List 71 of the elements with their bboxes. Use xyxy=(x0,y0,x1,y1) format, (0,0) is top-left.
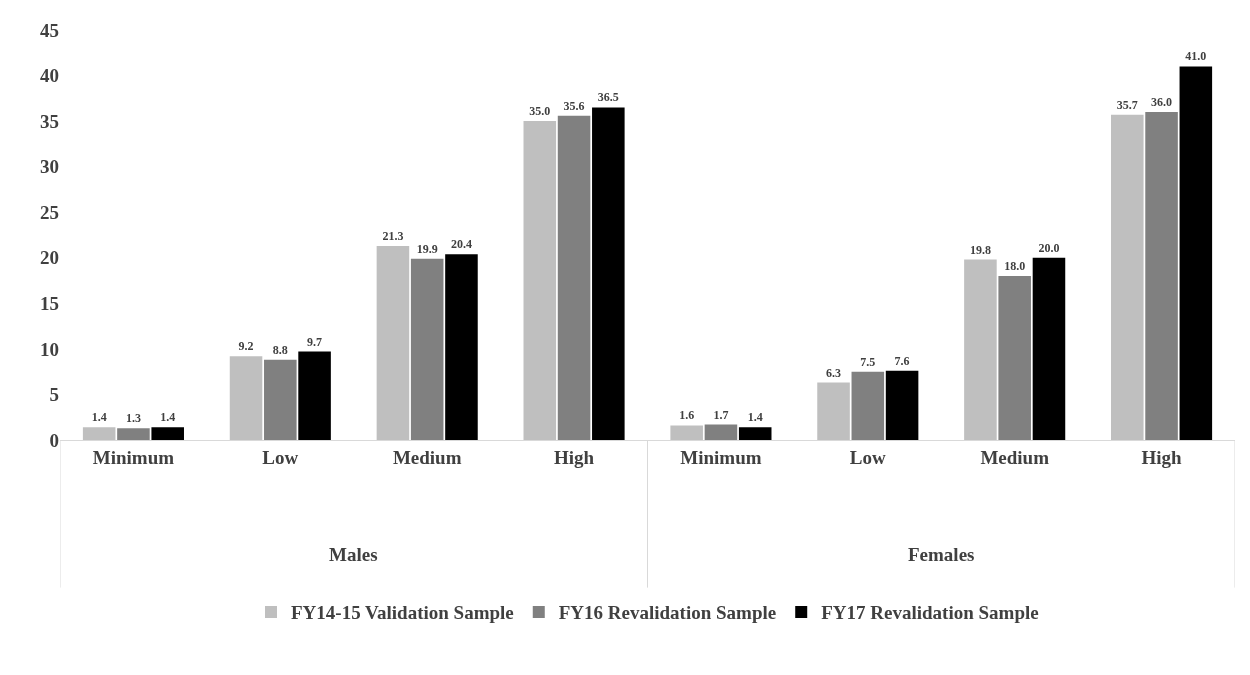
bar xyxy=(82,427,116,440)
data-label: 6.3 xyxy=(826,365,842,380)
data-label: 18.0 xyxy=(1004,259,1026,273)
bar xyxy=(557,115,591,440)
data-label: 1.7 xyxy=(713,407,729,422)
text: Males xyxy=(329,544,378,565)
y-tick-label: 25 xyxy=(40,201,59,223)
bar xyxy=(523,121,557,440)
bar xyxy=(964,259,997,440)
data-label: 20.4 xyxy=(450,237,472,252)
bar xyxy=(885,370,919,440)
y-tick-label: 5 xyxy=(49,384,59,406)
x-tick-label: High xyxy=(554,446,595,468)
bar xyxy=(670,425,703,440)
x-tick-label: Low xyxy=(262,446,299,468)
data-label: 1.4 xyxy=(747,410,763,425)
data-label: 19.9 xyxy=(416,241,438,256)
data-label: 1.4 xyxy=(160,410,176,425)
x-tick-label: Minimum xyxy=(680,446,762,468)
data-label: 9.2 xyxy=(238,339,254,354)
bar xyxy=(592,107,625,440)
data-label: 7.6 xyxy=(894,353,910,368)
data-label: 35.7 xyxy=(1116,97,1138,112)
data-label: 1.3 xyxy=(125,411,141,426)
data-label: 1.4 xyxy=(91,410,107,425)
y-tick-label: 15 xyxy=(40,292,59,314)
y-tick-label: 0 xyxy=(49,429,59,451)
data-label: 19.8 xyxy=(969,242,991,257)
x-tick-label: Low xyxy=(849,446,887,468)
data-label: 41.0 xyxy=(1185,49,1207,64)
bar xyxy=(376,245,410,440)
bar xyxy=(410,258,444,440)
bar xyxy=(704,424,738,440)
bar xyxy=(151,427,184,440)
data-label: 8.8 xyxy=(272,342,288,357)
text: Females xyxy=(908,544,975,565)
legend-label: FY16 Revalidation Sample xyxy=(558,602,777,624)
y-tick-label: 35 xyxy=(40,110,59,132)
data-label: 36.5 xyxy=(597,90,619,105)
data-label: 36.0 xyxy=(1151,95,1173,109)
bar xyxy=(264,359,297,440)
bar xyxy=(298,351,331,440)
data-label: 35.0 xyxy=(529,104,551,119)
y-tick-label: 40 xyxy=(40,65,59,87)
bar xyxy=(117,428,150,440)
bar xyxy=(998,276,1031,440)
legend-label: FY14-15 Validation Sample xyxy=(291,602,514,624)
bar xyxy=(1145,112,1178,440)
y-tick-label: 45 xyxy=(40,19,59,41)
bar xyxy=(445,254,478,440)
bar xyxy=(738,427,772,440)
y-tick-label: 20 xyxy=(40,247,59,269)
data-label: 20.0 xyxy=(1038,240,1060,255)
bar xyxy=(851,371,885,440)
x-tick-label: Medium xyxy=(980,446,1050,468)
bar xyxy=(1032,257,1066,440)
data-label: 7.5 xyxy=(860,354,876,369)
bar xyxy=(229,356,263,440)
bar xyxy=(1111,114,1144,440)
x-tick-label: Minimum xyxy=(92,446,175,468)
bar xyxy=(1179,66,1213,440)
data-label: 35.6 xyxy=(563,98,585,113)
y-tick-label: 30 xyxy=(40,156,59,178)
data-label: 1.6 xyxy=(679,408,695,423)
legend-label: FY17 Revalidation Sample xyxy=(821,602,1039,624)
x-tick-label: Medium xyxy=(392,446,462,468)
x-tick-label: High xyxy=(1141,446,1183,468)
y-tick-label: 10 xyxy=(40,338,59,360)
data-label: 21.3 xyxy=(382,228,404,243)
bar xyxy=(817,382,850,440)
data-label: 9.7 xyxy=(307,334,323,349)
